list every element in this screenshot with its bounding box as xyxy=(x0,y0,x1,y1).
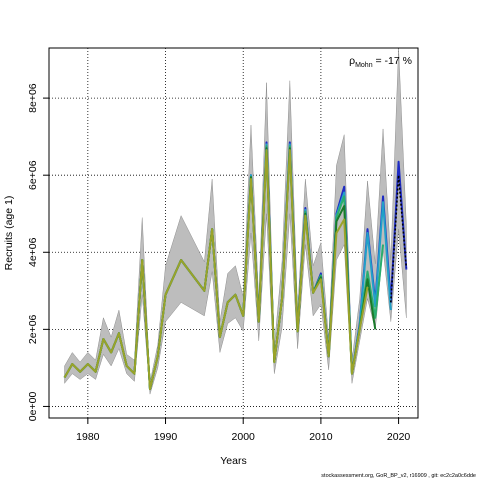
x-axis-label: Years xyxy=(220,455,246,467)
x-tick-label: 2010 xyxy=(309,431,333,443)
y-tick-label: 0e+00 xyxy=(27,392,39,422)
plot-frame xyxy=(48,47,419,419)
y-axis-label: Recruits (age 1) xyxy=(3,196,15,271)
y-tick-label: 2e+06 xyxy=(27,314,39,344)
x-tick-label: 2020 xyxy=(387,431,411,443)
x-tick-label: 2000 xyxy=(232,431,256,443)
mohn-rho-annotation: ρMohn = -17 % xyxy=(349,55,412,69)
y-tick-label: 4e+06 xyxy=(27,237,39,267)
series-line-4 xyxy=(63,149,369,391)
series-line-5 xyxy=(390,174,408,303)
footer-text: stockassessment.org, GoR_BP_v2, r16909 ,… xyxy=(321,473,476,479)
x-tick-label: 1980 xyxy=(76,431,100,443)
x-tick-label: 1990 xyxy=(154,431,178,443)
y-tick-label: 6e+06 xyxy=(27,160,39,190)
y-tick-label: 8e+06 xyxy=(27,83,39,113)
